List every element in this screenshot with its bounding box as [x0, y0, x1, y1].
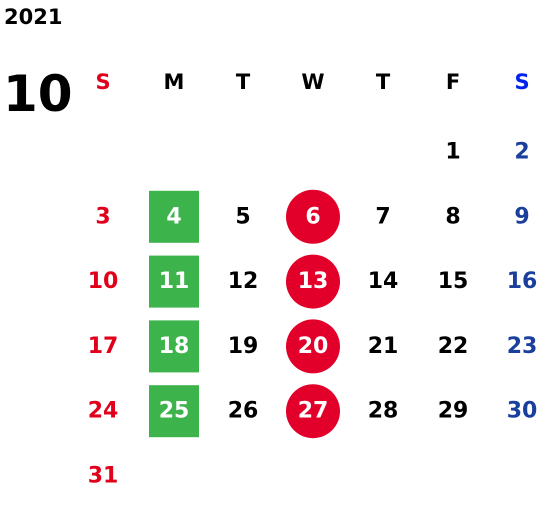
- day: 7: [375, 204, 390, 229]
- day-badge: [286, 384, 340, 439]
- weekday-header: W: [301, 70, 324, 94]
- day: 29: [438, 399, 469, 424]
- day: 14: [368, 269, 399, 294]
- day: 26: [228, 399, 259, 424]
- weekday-header: F: [446, 70, 460, 94]
- day: 27: [298, 399, 329, 424]
- day: 15: [438, 269, 469, 294]
- day: 8: [445, 204, 460, 229]
- day-badge: [149, 190, 199, 243]
- day: 10: [88, 269, 119, 294]
- weekday-header: S: [95, 70, 110, 94]
- weekday-header: M: [164, 70, 185, 94]
- day: 28: [368, 399, 399, 424]
- day: 30: [507, 399, 538, 424]
- month: 10: [3, 65, 73, 123]
- day: 16: [507, 269, 538, 294]
- day: 13: [298, 269, 329, 294]
- day-badge: [149, 320, 199, 373]
- day: 31: [88, 464, 119, 489]
- day: 25: [159, 399, 190, 424]
- day: 5: [235, 204, 250, 229]
- day-badge: [149, 385, 199, 438]
- weekday-header: T: [376, 70, 391, 94]
- day: 18: [159, 334, 190, 359]
- day: 11: [159, 269, 190, 294]
- day: 9: [514, 204, 529, 229]
- day-badge: [286, 254, 340, 309]
- day: 1: [445, 140, 460, 165]
- day: 21: [368, 334, 399, 359]
- day: 17: [88, 334, 119, 359]
- day-badge: [286, 189, 340, 244]
- day: 23: [507, 334, 538, 359]
- weekday-header: S: [514, 70, 529, 94]
- weekday-header: T: [236, 70, 251, 94]
- day-badge: [149, 255, 199, 308]
- day: 12: [228, 269, 259, 294]
- day: 6: [305, 204, 320, 229]
- day: 22: [438, 334, 469, 359]
- year: 2021: [4, 5, 62, 29]
- day: 3: [95, 204, 110, 229]
- day: 4: [166, 204, 181, 229]
- day: 2: [514, 140, 529, 165]
- day-badge: [286, 319, 340, 374]
- day: 20: [298, 334, 329, 359]
- day: 19: [228, 334, 259, 359]
- day: 24: [88, 399, 119, 424]
